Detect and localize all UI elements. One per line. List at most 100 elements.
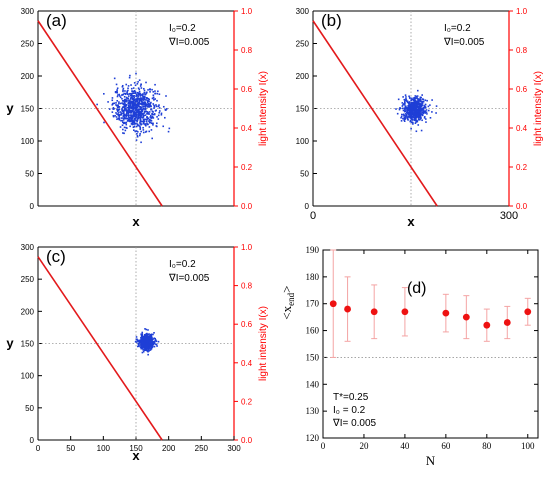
- scatter-point: [124, 107, 127, 109]
- scatter-point: [141, 101, 143, 103]
- scatter-point: [133, 89, 136, 92]
- scatter-point: [414, 115, 417, 117]
- scatter-point: [152, 113, 155, 116]
- scatter-point: [123, 132, 125, 135]
- scatter-point: [123, 117, 125, 120]
- scatter-point: [111, 111, 114, 113]
- scatter-point: [144, 110, 146, 113]
- scatter-point: [151, 122, 153, 125]
- scatter-point: [143, 345, 146, 347]
- scatter-point: [116, 100, 119, 102]
- scatter-point: [130, 84, 132, 86]
- scatter-point: [140, 103, 142, 105]
- scatter-point: [152, 91, 155, 93]
- point-cloud: [134, 328, 160, 356]
- scatter-point: [131, 116, 134, 119]
- scatter-point: [129, 105, 131, 108]
- y-axis-label-main: <x: [279, 305, 294, 319]
- scatter-point: [152, 340, 154, 343]
- scatter-point: [146, 101, 149, 104]
- scatter-point: [142, 131, 145, 134]
- scatter-point: [130, 87, 133, 90]
- scatter-point: [140, 87, 143, 89]
- scatter-point: [118, 108, 121, 111]
- scatter-point: [418, 113, 421, 116]
- scatter-point: [124, 90, 126, 92]
- y-tick-label: 50: [25, 170, 34, 179]
- scatter-point: [122, 112, 125, 114]
- scatter-point: [134, 92, 136, 94]
- scatter-point: [149, 114, 152, 117]
- scatter-point: [156, 122, 158, 125]
- scatter-point: [413, 118, 416, 120]
- scatter-point: [143, 91, 146, 94]
- x-tick-label: 80: [482, 441, 492, 451]
- scatter-point: [401, 102, 404, 104]
- intensity-line: [312, 20, 438, 207]
- y-tick-label: 250: [21, 275, 35, 284]
- scatter-point: [144, 338, 146, 341]
- scatter-point: [165, 108, 168, 110]
- scatter-point: [411, 110, 414, 113]
- scatter-point: [112, 107, 115, 109]
- scatter-point: [122, 119, 125, 121]
- scatter-point: [121, 107, 123, 110]
- scatter-point: [154, 110, 157, 112]
- scatter-point: [142, 119, 145, 121]
- scatter-point: [122, 110, 125, 113]
- scatter-point: [416, 101, 419, 104]
- annotation-gradient: ∇I= 0.005: [332, 418, 377, 429]
- scatter-point: [116, 106, 119, 109]
- scatter-point: [140, 113, 143, 115]
- scatter-point: [414, 110, 417, 112]
- scatter-point: [127, 85, 130, 87]
- scatter-point: [138, 79, 141, 81]
- scatter-point: [144, 105, 147, 108]
- y-tick-label: 300: [21, 7, 35, 16]
- scatter-point: [143, 341, 145, 344]
- scatter-point: [415, 109, 418, 112]
- scatter-point: [127, 102, 129, 105]
- scatter-point: [415, 130, 418, 133]
- scatter-point: [147, 343, 150, 345]
- scatter-point: [139, 94, 142, 96]
- scatter-point: [422, 108, 425, 110]
- scatter-point: [115, 83, 118, 86]
- scatter-point: [152, 124, 154, 126]
- scatter-point: [143, 93, 145, 95]
- scatter-point: [122, 117, 124, 119]
- scatter-point: [168, 127, 171, 130]
- scatter-point: [152, 343, 155, 346]
- scatter-point: [146, 335, 149, 337]
- scatter-point: [406, 109, 409, 111]
- scatter-point: [147, 336, 150, 339]
- scatter-point: [141, 109, 144, 111]
- scatter-point: [146, 344, 148, 346]
- scatter-point: [127, 113, 130, 115]
- scatter-point: [147, 337, 149, 340]
- panel-label: (d): [407, 280, 427, 297]
- scatter-point: [139, 99, 141, 102]
- scatter-point: [145, 103, 147, 105]
- scatter-point: [124, 99, 126, 102]
- scatter-point: [137, 103, 140, 105]
- scatter-point: [150, 101, 152, 104]
- scatter-point: [137, 92, 140, 95]
- scatter-point: [122, 89, 124, 91]
- scatter-point: [115, 112, 117, 114]
- scatter-point: [422, 111, 424, 113]
- scatter-point: [130, 112, 132, 114]
- scatter-point: [141, 340, 144, 343]
- scatter-point: [139, 113, 141, 115]
- scatter-point: [103, 121, 105, 124]
- scatter-point: [122, 90, 124, 93]
- scatter-point: [147, 99, 149, 102]
- scatter-point: [135, 94, 138, 97]
- scatter-point: [122, 87, 125, 90]
- scatter-point: [132, 129, 135, 131]
- panel-d: 120 130 140 150 160 170 180 190 0 20 40 60 80 100 (d) T…: [279, 245, 539, 468]
- scatter-point: [154, 98, 156, 100]
- scatter-point: [157, 105, 160, 108]
- scatter-point: [135, 99, 138, 101]
- scatter-point: [136, 133, 138, 135]
